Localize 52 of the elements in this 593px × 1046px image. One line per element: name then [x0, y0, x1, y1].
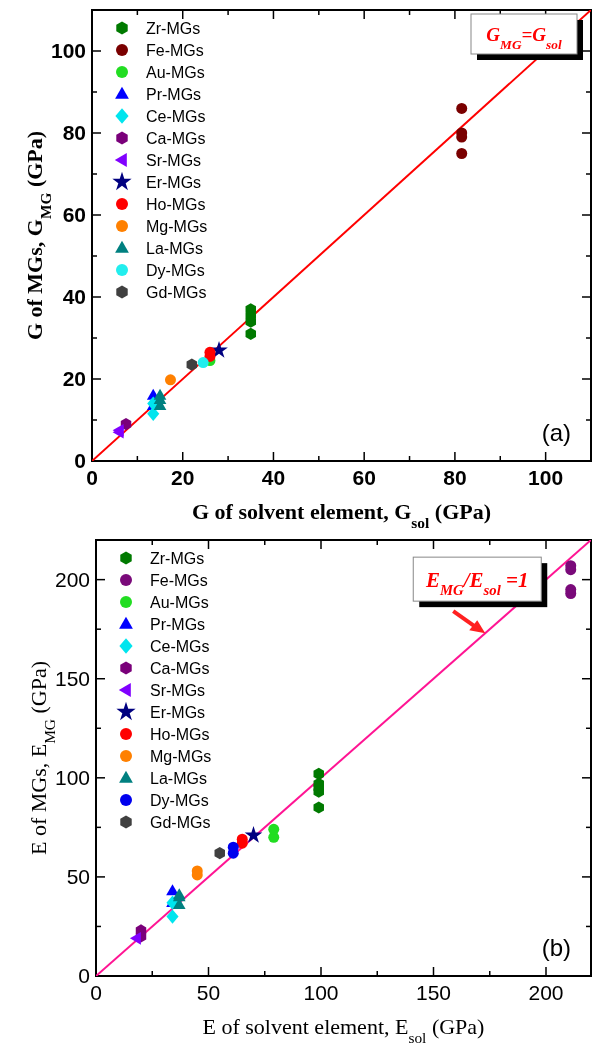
legend-label: Pr-MGs: [150, 616, 206, 633]
legend-label: Ce-MGs: [146, 108, 206, 125]
x-tick-label: 100: [528, 466, 564, 489]
legend-label: Ca-MGs: [150, 660, 210, 677]
legend-label: Dy-MGs: [146, 262, 205, 279]
y-tick-label: 80: [62, 121, 86, 144]
legend-label: Dy-MGs: [150, 792, 209, 809]
y-tick-label: 50: [66, 864, 90, 888]
y-tick-label: 100: [50, 39, 86, 62]
annotation: (a): [541, 419, 571, 446]
legend-label: Au-MGs: [146, 64, 205, 81]
legend-label: Ho-MGs: [150, 726, 210, 743]
x-tick-label: 80: [443, 466, 467, 489]
legend-label: Er-MGs: [150, 704, 206, 721]
y-tick-label: 40: [62, 285, 86, 308]
legend-label: Sr-MGs: [146, 152, 202, 169]
legend-label: Au-MGs: [150, 594, 209, 611]
x-axis-title: E of solvent element, E$_{sol}$ (GPa): [202, 1014, 485, 1046]
x-tick-label: 150: [415, 981, 452, 1004]
legend-label: Ce-MGs: [150, 638, 210, 655]
legend-label: Mg-MGs: [150, 748, 212, 765]
legend-label: Zr-MGs: [150, 550, 205, 567]
legend-label: Gd-MGs: [146, 284, 207, 301]
x-tick-label: 60: [352, 466, 376, 489]
y-tick-label: 20: [62, 367, 86, 390]
annotation: G$_{MG}$=G$_{sol}$: [486, 24, 562, 52]
annotation: E$_{MG}$/E$_{sol}$ =1: [425, 568, 529, 599]
legend-label: La-MGs: [146, 240, 203, 257]
y-tick-label: 200: [54, 567, 90, 591]
legend-label: Fe-MGs: [150, 572, 208, 589]
annotation: (b): [541, 934, 571, 961]
y-tick-label: 150: [54, 666, 90, 690]
x-tick-label: 50: [196, 981, 221, 1004]
x-tick-label: 20: [171, 466, 195, 489]
legend-label: Gd-MGs: [150, 814, 211, 831]
y-tick-label: 100: [54, 765, 90, 789]
x-tick-label: 40: [261, 466, 286, 489]
legend-label: Fe-MGs: [146, 42, 204, 59]
legend-label: Zr-MGs: [146, 20, 201, 37]
x-tick-label: 200: [528, 981, 564, 1004]
legend-label: Mg-MGs: [146, 218, 208, 235]
x-axis-title: G of solvent element, G$_{sol}$ (GPa): [191, 499, 492, 531]
y-tick-label: 60: [62, 203, 86, 226]
legend-label: Ho-MGs: [146, 196, 206, 213]
legend-label: Ca-MGs: [146, 130, 206, 147]
legend-label: Er-MGs: [146, 174, 202, 191]
legend-label: Pr-MGs: [146, 86, 202, 103]
y-tick-label: 0: [78, 964, 90, 987]
legend-label: Sr-MGs: [150, 682, 206, 699]
y-tick-label: 0: [74, 449, 86, 472]
legend-label: La-MGs: [150, 770, 207, 787]
x-tick-label: 100: [303, 981, 339, 1004]
